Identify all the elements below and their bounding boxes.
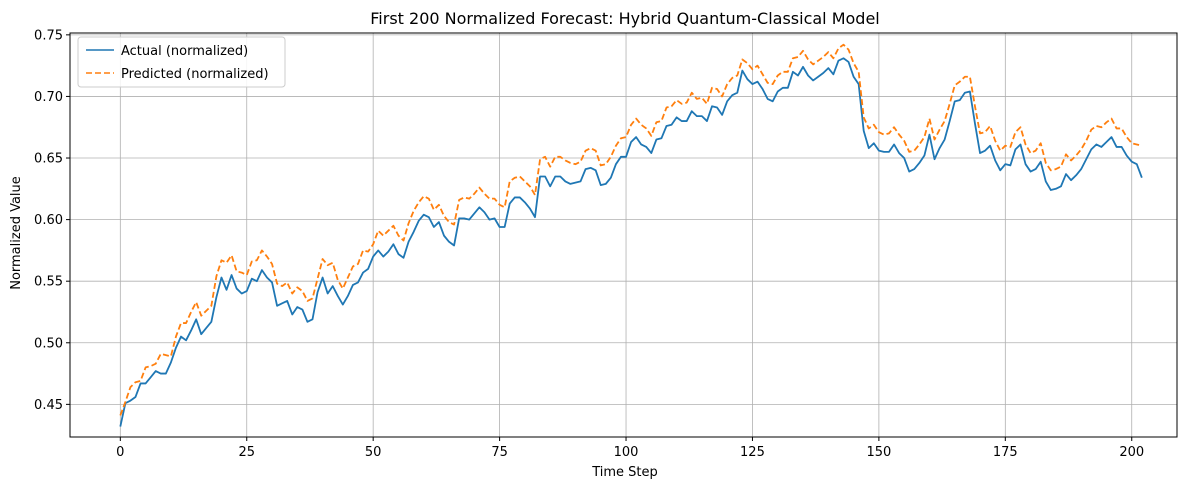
x-tick-label: 200 — [1119, 445, 1144, 460]
y-axis-label: Normalized Value — [9, 176, 24, 290]
x-tick-label: 25 — [238, 445, 255, 460]
x-tick-label: 125 — [740, 445, 765, 460]
x-axis-ticks: 0 25 50 75 100 125 150 175 200 — [116, 437, 1144, 460]
y-tick-label: 0.70 — [34, 90, 63, 105]
y-tick-label: 0.55 — [34, 275, 63, 290]
y-tick-label: 0.60 — [34, 213, 63, 228]
chart-title: First 200 Normalized Forecast: Hybrid Qu… — [370, 9, 879, 28]
series-actual-line — [119, 57, 1143, 427]
y-axis-ticks: 0.45 0.50 0.55 0.60 0.65 0.70 0.75 — [34, 28, 70, 413]
grid-lines — [70, 33, 1177, 437]
x-tick-label: 100 — [614, 445, 639, 460]
series-predicted-line — [119, 43, 1143, 416]
plot-frame — [69, 32, 1178, 438]
legend-box — [77, 36, 286, 88]
x-tick-label: 175 — [993, 445, 1018, 460]
x-tick-label: 0 — [116, 445, 124, 460]
legend-label-predicted: Predicted (normalized) — [121, 67, 269, 82]
y-tick-label: 0.45 — [34, 398, 63, 413]
series-lines — [119, 43, 1143, 427]
x-axis-label: Time Step — [591, 465, 658, 480]
legend: Actual (normalized) Predicted (normalize… — [77, 36, 286, 88]
x-tick-label: 150 — [866, 445, 891, 460]
legend-label-actual: Actual (normalized) — [121, 44, 248, 59]
y-tick-label: 0.75 — [34, 28, 63, 43]
y-tick-label: 0.50 — [34, 336, 63, 351]
y-tick-label: 0.65 — [34, 152, 63, 167]
x-tick-label: 75 — [491, 445, 508, 460]
x-tick-label: 50 — [365, 445, 382, 460]
